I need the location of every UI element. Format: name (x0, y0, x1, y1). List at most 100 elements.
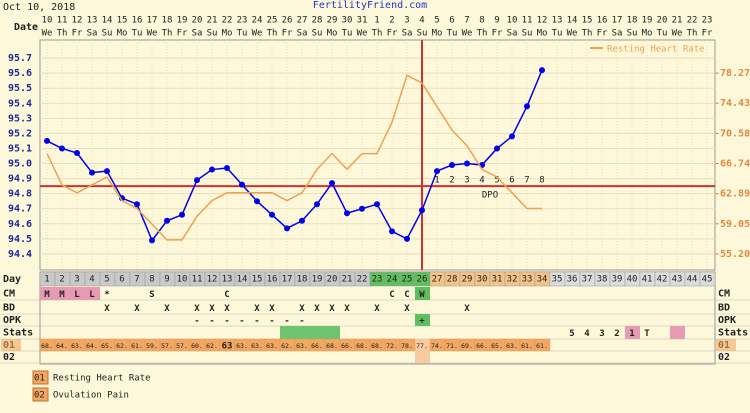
date-label: 20 (657, 16, 668, 26)
weekday-label: Mo (327, 29, 338, 39)
weekday-label: Tu (657, 29, 668, 39)
table-cell-text: 4 (584, 329, 590, 339)
rhr-label: 62. (281, 342, 293, 350)
weekday-label: Mo (642, 29, 653, 39)
y2-tick-label: 74.43 (720, 98, 750, 109)
day-number: 34 (537, 275, 548, 285)
row-label-right: BD (718, 303, 730, 314)
table-cell-text: C (224, 290, 229, 300)
table-cell-text: X (164, 304, 170, 314)
temp-point (284, 225, 290, 232)
rhr-label: 57. (161, 342, 173, 350)
table-cell-text: X (224, 304, 230, 314)
weekday-label: We (357, 29, 368, 39)
table-cell-text: * (104, 290, 109, 300)
date-label: 25 (267, 16, 278, 26)
date-label: 4 (419, 16, 424, 26)
weekday-label: Sa (612, 29, 623, 39)
weekday-label: Mo (432, 29, 443, 39)
rhr-label: 62. (206, 342, 218, 350)
weekday-label: Sa (192, 29, 203, 39)
table-cell-text: X (404, 304, 410, 314)
day-number: 45 (702, 275, 713, 285)
weekday-label: We (42, 29, 53, 39)
y2-tick-label: 66.74 (720, 158, 750, 169)
dpo-number: 4 (479, 176, 484, 186)
weekday-label: We (147, 29, 158, 39)
date-label: 11 (57, 16, 68, 26)
row-label: BD (3, 303, 15, 314)
temp-point (59, 145, 65, 152)
temp-point (449, 162, 455, 169)
temp-point (299, 217, 305, 224)
date-label: 12 (72, 16, 83, 26)
day-number: 12 (207, 275, 218, 285)
date-label: 16 (132, 16, 143, 26)
weekday-label: We (567, 29, 578, 39)
rhr-label: 64. (86, 342, 98, 350)
rhr-label: 60. (191, 342, 203, 350)
day-number: 5 (104, 275, 109, 285)
weekday-label: Th (687, 29, 698, 39)
legend-code-box (32, 370, 49, 385)
temp-point (134, 201, 140, 208)
table-cell-text: 3 (599, 329, 604, 339)
temp-point (329, 180, 335, 187)
weekday-label: Fr (177, 29, 188, 39)
temp-point (44, 137, 50, 144)
dpo-number: 2 (449, 176, 454, 186)
temp-point (104, 168, 110, 175)
legend-code: 02 (34, 391, 45, 401)
day-number: 20 (327, 275, 338, 285)
day-number: 16 (267, 275, 278, 285)
weekday-label: Fr (492, 29, 503, 39)
temp-point (509, 133, 515, 140)
rhr-cell (534, 338, 551, 352)
rhr-label: 57. (176, 342, 188, 350)
ovulation-cell (415, 351, 430, 363)
date-label: 7 (464, 16, 469, 26)
table-cell-text: - (269, 317, 274, 327)
day-number: 43 (672, 275, 683, 285)
y-tick-label: 95.1 (8, 143, 32, 154)
y-tick-label: 94.7 (8, 204, 32, 215)
y-tick-label: 95.0 (8, 159, 32, 170)
date-label: 12 (537, 16, 548, 26)
row-label: Stats (3, 328, 33, 339)
date-label: 24 (252, 16, 263, 26)
table-cell-text: C (389, 290, 394, 300)
table-cell (85, 287, 100, 300)
day-number: 10 (177, 275, 188, 285)
temp-point (389, 228, 395, 235)
date-label: 6 (449, 16, 454, 26)
date-label: 19 (177, 16, 188, 26)
date-label: 1 (374, 16, 379, 26)
table-cell-text: + (419, 317, 425, 327)
day-number: 8 (149, 275, 154, 285)
dpo-number: 1 (434, 176, 439, 186)
date-label: 17 (147, 16, 158, 26)
table-cell-text: X (194, 304, 200, 314)
table-cell (280, 326, 295, 339)
table-cell-text: X (269, 304, 275, 314)
table-cell (325, 326, 340, 339)
dpo-number: 3 (464, 176, 469, 186)
rhr-label: 65. (491, 342, 503, 350)
legend-label: Resting Heart Rate (607, 45, 705, 55)
ovulation-cell (415, 339, 430, 351)
date-label: 9 (494, 16, 499, 26)
chart-date: Oct 10, 2018 (3, 2, 75, 13)
rhr-label: 74. (431, 342, 443, 350)
day-number: 38 (597, 275, 608, 285)
weekday-label: Tu (447, 29, 458, 39)
table-cell-text: X (299, 304, 305, 314)
date-label: 23 (237, 16, 248, 26)
row-label-right: 02 (718, 352, 730, 363)
y-tick-label: 94.5 (8, 234, 32, 245)
temp-point (224, 165, 230, 172)
table-cell-text: S (149, 290, 154, 300)
legend-code-box (32, 387, 49, 402)
day-number: 40 (627, 275, 638, 285)
date-label: 20 (192, 16, 203, 26)
table-cell-text: L (89, 290, 95, 300)
